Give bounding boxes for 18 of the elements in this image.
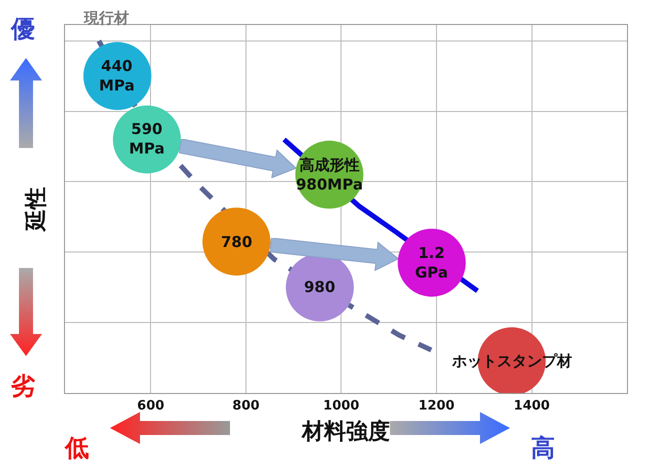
x-tick-label: 600	[137, 398, 164, 414]
x-axis-title: 材料強度	[301, 418, 390, 444]
y-axis-title: 延性	[24, 187, 49, 233]
text: 優	[10, 15, 35, 43]
x-tick-label: 800	[232, 398, 260, 414]
x-tick-label: 1400	[514, 398, 550, 414]
text: 低	[64, 434, 89, 462]
text: 劣	[10, 372, 36, 400]
annotation: 980	[304, 278, 336, 296]
annotation: 780	[221, 233, 252, 251]
series-label: 現行材	[83, 9, 129, 27]
annotation: 440 MPa	[99, 57, 135, 94]
annotation: 590 MPa	[129, 120, 165, 158]
annotation: 1.2 GPa	[415, 244, 448, 282]
x-tick-label: 1200	[418, 398, 455, 414]
annotation: 高成形性 980MPa	[296, 156, 363, 194]
x-tick-label: 1000	[323, 398, 360, 414]
text: 高	[531, 434, 555, 462]
